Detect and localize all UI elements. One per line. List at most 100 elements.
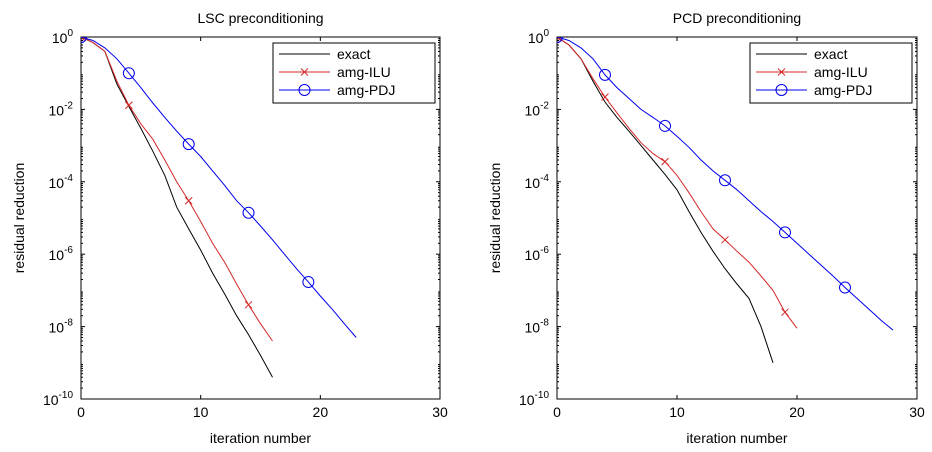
y-tick-label: 10-6 xyxy=(525,245,550,263)
series-amg-ILU xyxy=(557,37,798,329)
data-point-cross xyxy=(601,93,609,101)
y-tick-label: 100 xyxy=(528,28,550,46)
y-tick-exponent: -8 xyxy=(540,318,549,329)
x-axis-label: iteration number xyxy=(210,430,312,446)
series-line-amg-ILU xyxy=(557,37,798,329)
y-tick-exponent: -6 xyxy=(64,245,73,256)
y-tick-exponent: -4 xyxy=(64,173,73,184)
y-tick-exponent: -6 xyxy=(540,245,549,256)
chart-title: PCD preconditioning xyxy=(673,10,801,26)
y-tick-base: 10 xyxy=(49,102,65,118)
cross-stroke xyxy=(125,101,133,110)
y-axis-label: residual reduction xyxy=(11,163,27,274)
axes-box xyxy=(556,36,918,400)
y-tick-label: 100 xyxy=(52,28,74,46)
y-tick-base: 10 xyxy=(519,392,535,408)
data-point-circle xyxy=(242,206,255,219)
y-tick-base: 10 xyxy=(525,102,541,118)
legend-label: amg-PDJ xyxy=(337,82,395,98)
y-tick-base: 10 xyxy=(525,247,541,263)
y-tick-label: 10-2 xyxy=(525,100,550,118)
y-tick-exponent: -8 xyxy=(64,318,73,329)
y-tick-exponent: 0 xyxy=(67,28,73,39)
series-line-exact xyxy=(557,37,774,363)
series-exact xyxy=(557,37,774,363)
legend-label: amg-ILU xyxy=(814,64,868,80)
data-point-cross xyxy=(81,37,85,41)
data-point-circle xyxy=(719,174,731,187)
y-axis-label: residual reduction xyxy=(487,163,503,274)
chart-title: LSC preconditioning xyxy=(197,10,323,26)
x-tick-label: 20 xyxy=(789,404,805,420)
legend-marker-cross xyxy=(777,68,786,76)
series-line-exact xyxy=(81,37,273,378)
legend-marker-cross xyxy=(300,68,309,76)
y-tick-base: 10 xyxy=(525,175,541,191)
y-tick-base: 10 xyxy=(49,175,65,191)
y-tick-base: 10 xyxy=(49,320,65,336)
data-point-circle xyxy=(302,276,315,289)
data-point-cross xyxy=(244,300,253,309)
y-tick-exponent: -4 xyxy=(540,173,549,184)
y-tick-base: 10 xyxy=(52,30,68,46)
series-line-amg-PDJ xyxy=(557,37,894,331)
data-point-circle xyxy=(779,226,791,239)
legend-label: exact xyxy=(814,46,848,62)
legend-label: amg-PDJ xyxy=(814,82,872,98)
legend-marker-circle xyxy=(298,84,311,96)
data-point-cross xyxy=(557,37,561,41)
y-tick-label: 10-8 xyxy=(525,318,550,336)
cross-stroke xyxy=(781,308,789,317)
data-point-cross xyxy=(125,101,133,110)
y-tick-base: 10 xyxy=(49,247,65,263)
series-line-amg-PDJ xyxy=(81,37,357,338)
data-point-circle xyxy=(839,281,851,294)
y-tick-label: 10-10 xyxy=(519,390,549,408)
legend: exact amg-ILU amg-PDJ xyxy=(272,42,436,104)
y-tick-label: 10-8 xyxy=(49,318,74,336)
x-tick-label: 0 xyxy=(77,404,85,420)
y-tick-exponent: -10 xyxy=(59,390,74,401)
x-tick-label: 10 xyxy=(193,404,209,420)
cross-stroke xyxy=(244,300,253,309)
legend-label: amg-ILU xyxy=(337,64,391,80)
cross-stroke xyxy=(81,37,85,41)
data-point-circle xyxy=(599,68,611,81)
x-tick-label: 10 xyxy=(669,404,685,420)
cross-stroke xyxy=(557,37,561,41)
x-tick-label: 30 xyxy=(909,404,925,420)
y-tick-label: 10-2 xyxy=(49,100,74,118)
y-tick-exponent: 0 xyxy=(543,28,549,39)
series-amg-ILU xyxy=(81,37,273,342)
data-point-circle xyxy=(182,138,195,151)
y-tick-label: 10-4 xyxy=(49,173,74,191)
series-amg-PDJ xyxy=(81,37,357,338)
data-point-cross xyxy=(184,196,193,205)
data-point-circle xyxy=(122,67,135,80)
y-tick-exponent: -2 xyxy=(540,100,549,111)
legend-marker-circle xyxy=(775,84,788,96)
cross-stroke xyxy=(721,235,729,244)
x-tick-label: 30 xyxy=(432,404,448,420)
y-tick-label: 10-4 xyxy=(525,173,550,191)
data-point-circle xyxy=(659,119,671,132)
cross-stroke xyxy=(184,196,193,205)
y-tick-base: 10 xyxy=(528,30,544,46)
series-exact xyxy=(81,37,273,378)
y-tick-label: 10-6 xyxy=(49,245,74,263)
data-point-cross xyxy=(721,235,729,244)
cross-stroke xyxy=(601,93,609,101)
y-tick-exponent: -10 xyxy=(535,390,550,401)
data-point-cross xyxy=(661,157,669,166)
series-amg-PDJ xyxy=(557,37,894,331)
x-tick-label: 20 xyxy=(313,404,329,420)
y-tick-label: 10-10 xyxy=(43,390,73,408)
x-axis-label: iteration number xyxy=(686,430,788,446)
legend: exact amg-ILU amg-PDJ xyxy=(749,42,913,104)
x-tick-label: 0 xyxy=(553,404,561,420)
series-line-amg-ILU xyxy=(81,37,273,342)
y-tick-base: 10 xyxy=(43,392,59,408)
